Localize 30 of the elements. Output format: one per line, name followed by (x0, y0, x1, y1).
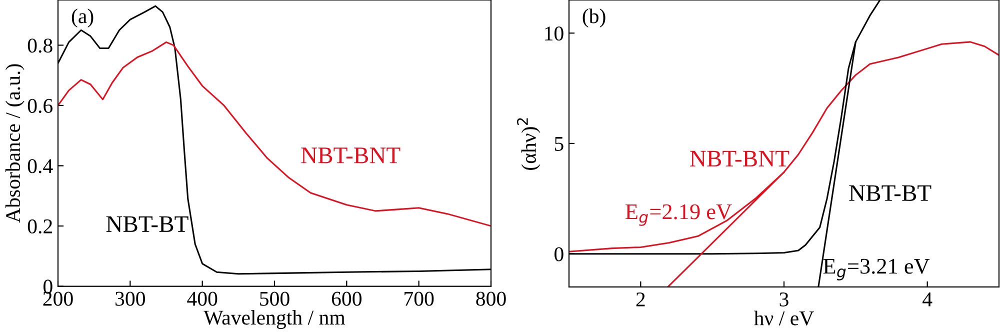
y-axis-title: Absorbance / (a.u.) (5, 64, 24, 223)
x-tick-label: 300 (116, 292, 145, 306)
x-tick-label: 500 (260, 292, 290, 306)
chart-title: (b) (582, 8, 606, 28)
x-tick-label: 700 (404, 292, 434, 306)
y-tick-label: 0.8 (28, 38, 52, 53)
chart-title: (a) (72, 8, 94, 28)
x-axis-title: Wavelength / nm (204, 310, 346, 329)
series-label: NBT-BT (849, 185, 932, 201)
x-tick-label: 600 (332, 292, 362, 306)
series-label: NBT-BNT (690, 150, 790, 166)
x-tick-label: 200 (43, 292, 73, 306)
x-tick-label: 800 (476, 292, 506, 306)
y-axis-title: (αhν)$^{2}$ (516, 118, 540, 170)
x-tick-label: 2 (636, 292, 645, 306)
y-tick-label: 5 (554, 137, 564, 151)
y-tick-label: 0 (44, 280, 52, 294)
x-tick-label: 4 (922, 292, 932, 306)
x-tick-label: 3 (780, 292, 788, 306)
annotation: E$_{g}$=2.19 eV (626, 204, 732, 226)
y-tick-label: 0.4 (28, 159, 53, 174)
y-tick-label: 10 (545, 26, 564, 41)
series-label: NBT-BT (106, 216, 188, 232)
x-axis-title: hν / eV (754, 310, 814, 326)
x-tick-label: 400 (187, 292, 218, 306)
y-tick-label: 0.6 (28, 98, 53, 113)
y-tick-label: 0 (554, 247, 564, 262)
series-label: NBT-BNT (301, 148, 400, 164)
annotation: E$_{g}$=3.21 eV (823, 258, 930, 280)
y-tick-label: 0.2 (28, 219, 52, 234)
